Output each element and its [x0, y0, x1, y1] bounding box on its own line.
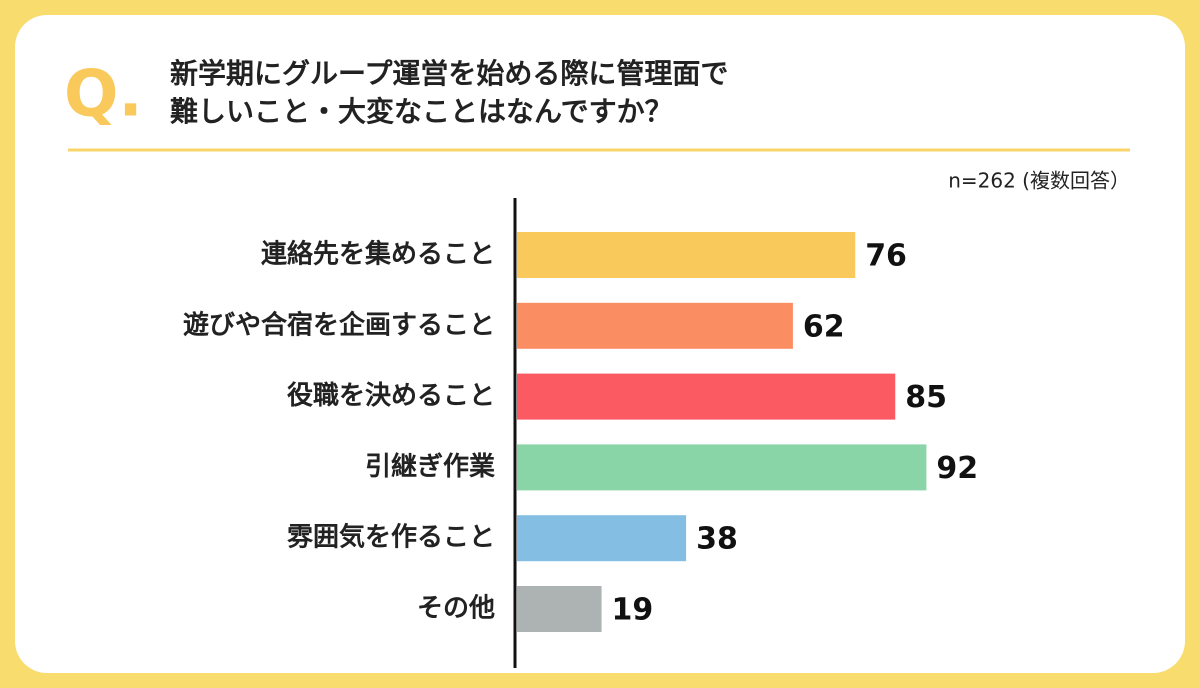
value-label: 92 — [936, 451, 978, 486]
category-label: その他 — [417, 594, 495, 624]
bar — [517, 444, 927, 491]
bar — [517, 302, 793, 349]
value-label: 85 — [905, 380, 947, 415]
bar — [517, 586, 602, 632]
value-label: 38 — [696, 522, 738, 557]
category-label: 雰囲気を作ること — [287, 522, 495, 553]
bar — [517, 373, 896, 420]
category-label: 引継ぎ作業 — [365, 451, 495, 482]
category-label: 役職を決めること — [287, 381, 495, 411]
q-mark: Q. — [64, 58, 143, 132]
value-label: 76 — [865, 239, 907, 274]
chart-title: 難しいこと・大変なことはなんですか？ — [170, 95, 673, 128]
value-label: 19 — [612, 593, 654, 628]
value-label: 62 — [803, 309, 845, 344]
category-label: 遊びや合宿を企画すること — [183, 309, 495, 340]
category-label: 連絡先を集めること — [261, 239, 495, 270]
bar — [517, 232, 856, 278]
bar — [517, 515, 687, 562]
chart-title: 新学期にグループ運営を始める際に管理面で — [170, 57, 728, 90]
note: n=262 (複数回答） — [948, 169, 1130, 193]
